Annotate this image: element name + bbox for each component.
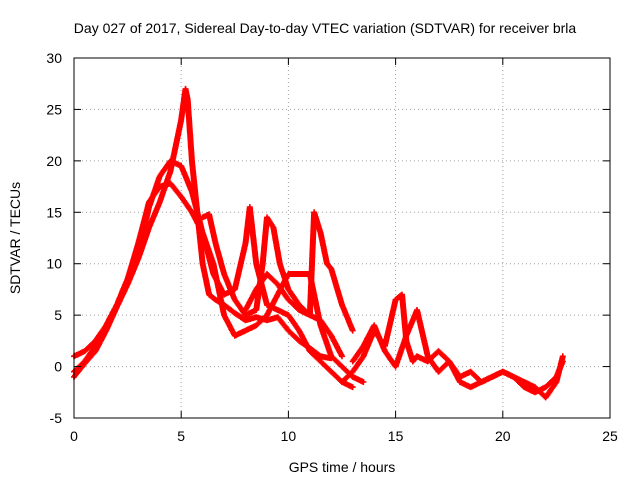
plot-frame <box>73 57 611 419</box>
y-tick-label: -5 <box>50 410 63 426</box>
x-tick-label: 15 <box>388 428 404 444</box>
x-tick-label: 25 <box>602 428 618 444</box>
y-tick-label: 15 <box>46 204 62 220</box>
x-tick-label: 10 <box>281 428 297 444</box>
series-satellite-track-e <box>242 209 356 334</box>
series-satellite-track-d <box>199 211 345 360</box>
y-tick-label: 5 <box>54 307 62 323</box>
series-markers <box>199 211 345 360</box>
x-axis-label: GPS time / hours <box>289 459 396 475</box>
series-markers <box>242 209 356 334</box>
y-tick-label: 0 <box>54 359 62 375</box>
series-markers <box>349 307 566 396</box>
y-tick-label: 25 <box>46 101 62 117</box>
data-markers <box>71 85 566 401</box>
series-satellite-track-f <box>339 291 566 401</box>
y-tick-label: 20 <box>46 153 62 169</box>
y-tick-label: 30 <box>46 50 62 66</box>
y-axis-label: SDTVAR / TECUs <box>7 182 23 294</box>
series-satellite-track-g <box>349 307 566 396</box>
x-tick-label: 0 <box>70 428 78 444</box>
chart-title: Day 027 of 2017, Sidereal Day-to-day VTE… <box>74 20 577 36</box>
x-tick-label: 5 <box>177 428 185 444</box>
y-axis-ticks: -5 0 5 10 15 20 25 30 <box>46 50 610 426</box>
y-tick-label: 10 <box>46 256 62 272</box>
x-tick-label: 20 <box>495 428 511 444</box>
x-axis-ticks: 0 5 10 15 20 25 <box>70 58 618 444</box>
series-markers <box>339 291 566 401</box>
